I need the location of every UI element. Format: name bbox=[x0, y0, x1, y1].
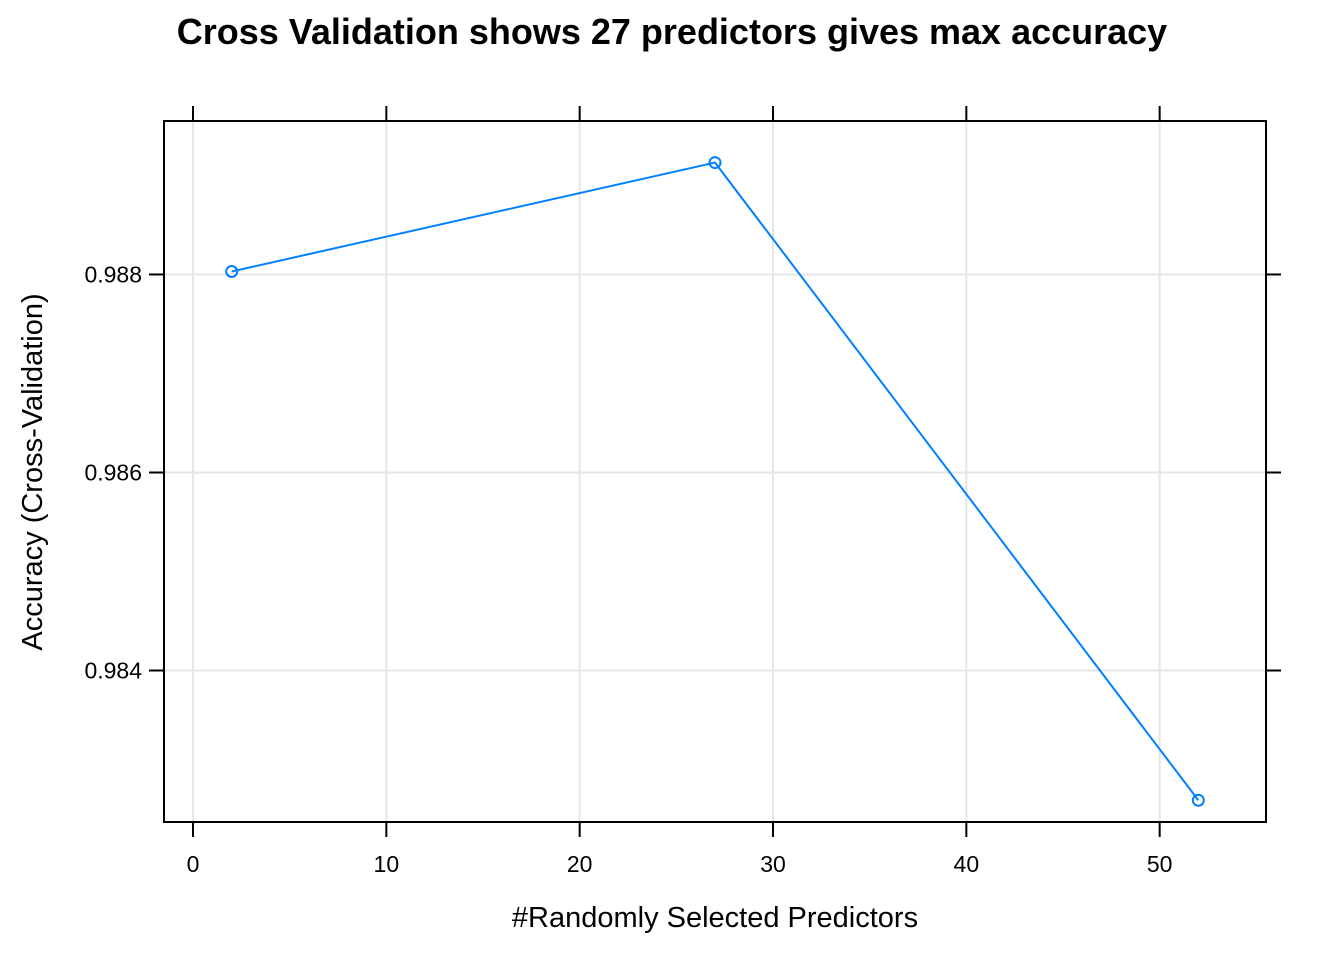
accuracy-series-line bbox=[231, 161, 1200, 801]
series-layer bbox=[225, 156, 1205, 807]
x-tick-label: 30 bbox=[760, 851, 786, 877]
y-tick-label: 0.986 bbox=[84, 459, 142, 485]
y-tick-label: 0.984 bbox=[84, 658, 142, 684]
data-point-marker bbox=[708, 156, 722, 170]
data-point-marker bbox=[1191, 793, 1205, 807]
axis-ticks: 0 10 20 30 40 50 0.984 0.986 0.988 bbox=[84, 106, 1281, 877]
x-tick-label: 20 bbox=[567, 851, 593, 877]
grid-lines bbox=[164, 121, 1266, 822]
x-tick-label: 10 bbox=[374, 851, 400, 877]
x-tick-label: 0 bbox=[187, 851, 200, 877]
x-axis-label: #Randomly Selected Predictors bbox=[512, 902, 918, 934]
chart-title: Cross Validation shows 27 predictors giv… bbox=[177, 11, 1167, 52]
x-tick-label: 50 bbox=[1147, 851, 1173, 877]
data-point-marker bbox=[225, 264, 239, 278]
y-axis-label: Accuracy (Cross-Validation) bbox=[17, 293, 49, 650]
y-tick-label: 0.988 bbox=[84, 261, 142, 287]
x-tick-label: 40 bbox=[954, 851, 980, 877]
